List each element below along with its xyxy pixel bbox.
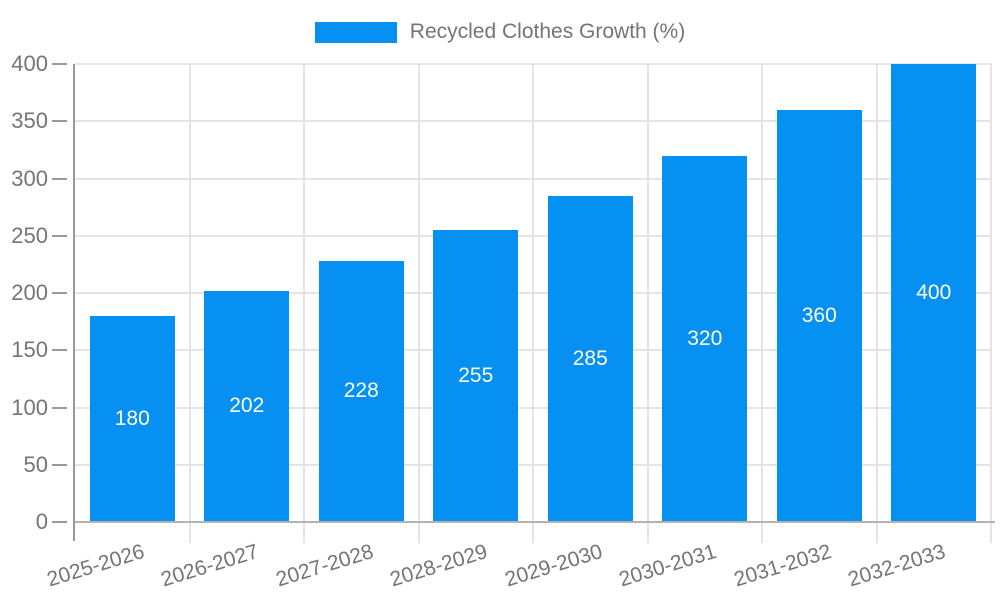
plot-area: 0 50 100 150 200 250 300 350 400 180 202 228 255 285 3…: [11, 53, 995, 591]
x-axis-baseline: [75, 521, 995, 523]
x-axis-tick-label: 2032-2033: [845, 540, 949, 592]
bar-value-label: 285: [572, 346, 608, 370]
y-axis-tick: [52, 63, 67, 65]
y-axis-tick-label: 150: [11, 337, 48, 363]
x-axis-tick: [646, 522, 649, 543]
bar-value-label: 228: [343, 379, 379, 403]
bar-value-label: 400: [916, 281, 952, 304]
y-axis-tick: [52, 406, 67, 409]
y-axis-tick: [52, 521, 67, 523]
x-axis-tick: [875, 522, 878, 543]
x-axis-tick-label: 2028-2029: [387, 540, 491, 592]
x-axis-tick: [417, 522, 420, 543]
bar[interactable]: 285: [547, 195, 633, 522]
y-axis-tick: [52, 349, 67, 352]
gridline-vertical: [875, 64, 878, 522]
y-axis-tick-label: 400: [11, 51, 48, 76]
bar[interactable]: 320: [662, 155, 748, 522]
gridline-vertical: [646, 64, 649, 522]
x-axis-tick-label: 2031-2032: [731, 540, 834, 592]
gridline-vertical: [761, 64, 763, 522]
y-axis-tick: [52, 234, 67, 237]
y-axis-tick: [52, 120, 67, 123]
y-axis-tick-label: 350: [11, 108, 48, 134]
x-axis-tick: [188, 522, 191, 543]
x-axis-tick: [303, 522, 305, 543]
bar-value-label: 360: [801, 303, 837, 327]
legend[interactable]: Recycled Clothes Growth (%): [0, 20, 1000, 44]
y-axis-tick-label: 0: [35, 509, 48, 534]
bar-value-label: 202: [229, 394, 265, 418]
bar[interactable]: 228: [318, 260, 404, 522]
bar[interactable]: 180: [89, 315, 175, 522]
legend-label: Recycled Clothes Growth (%): [409, 20, 686, 43]
gridline-vertical: [417, 64, 420, 522]
y-axis-tick: [52, 177, 67, 180]
y-axis-line: [73, 64, 75, 541]
y-axis-tick: [52, 463, 67, 466]
x-axis-tick-label: 2025-2026: [44, 540, 147, 592]
x-axis-tick-label: 2027-2028: [273, 540, 376, 592]
x-axis-tick-label: 2026-2027: [158, 540, 262, 592]
y-axis-tick-label: 200: [11, 280, 48, 305]
x-axis-tick-label: 2029-2030: [502, 540, 605, 592]
bar-value-label: 320: [687, 326, 723, 350]
legend-swatch: [314, 21, 397, 43]
x-axis-tick: [990, 522, 992, 543]
x-axis-tick-label: 2030-2031: [616, 540, 720, 592]
bar[interactable]: 400: [891, 64, 977, 522]
bar[interactable]: 202: [204, 290, 290, 522]
y-axis-tick: [52, 292, 67, 294]
gridline-vertical: [303, 64, 305, 522]
bar-value-label: 255: [458, 364, 494, 387]
bar[interactable]: 255: [433, 230, 519, 522]
bar[interactable]: 360: [776, 109, 862, 522]
y-axis-tick-label: 50: [23, 451, 48, 477]
gridline-vertical: [532, 64, 534, 522]
y-axis-tick-label: 300: [11, 165, 48, 191]
y-axis-tick-label: 100: [11, 394, 48, 420]
x-axis-tick: [532, 522, 534, 543]
x-axis-tick: [761, 522, 763, 543]
y-axis-tick-label: 250: [11, 222, 48, 248]
bar-value-label: 180: [114, 406, 150, 430]
gridline-vertical: [990, 64, 992, 522]
gridline-vertical: [188, 64, 191, 522]
